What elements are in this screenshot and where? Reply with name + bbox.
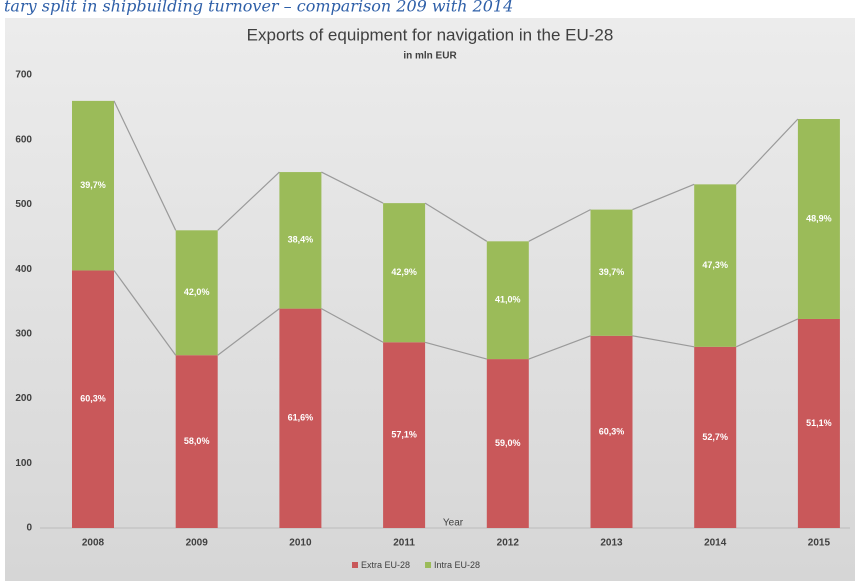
connector-line	[528, 335, 591, 360]
y-tick-label: 300	[15, 328, 32, 339]
connector-line	[113, 100, 177, 231]
share-label: 51,1%	[806, 418, 832, 428]
share-label: 42,9%	[391, 267, 417, 277]
x-tick-label: 2012	[497, 538, 520, 549]
y-tick-label: 100	[15, 458, 32, 469]
y-tick-label: 500	[15, 199, 32, 210]
connector-line	[528, 209, 591, 242]
x-tick-label: 2015	[808, 538, 831, 549]
connector-line	[424, 202, 488, 242]
y-tick-label: 400	[15, 264, 32, 275]
legend-label: Extra EU-28	[361, 560, 410, 570]
share-label: 59,0%	[495, 438, 521, 448]
bar-segment	[486, 241, 529, 360]
connector-line	[217, 171, 280, 231]
share-label: 52,7%	[702, 432, 728, 442]
chart-subtitle: in mln EUR	[403, 51, 457, 62]
bar-segment	[797, 318, 840, 528]
connector-line	[735, 318, 799, 348]
share-label: 38,4%	[288, 235, 314, 245]
y-tick-label: 0	[26, 523, 32, 534]
share-label: 60,3%	[599, 426, 625, 436]
y-tick-label: 600	[15, 134, 32, 145]
x-tick-label: 2013	[600, 538, 623, 549]
legend-swatch	[352, 562, 358, 568]
bar-segment	[72, 270, 114, 528]
connector-line	[321, 171, 384, 204]
connector-line	[113, 270, 177, 356]
bar-segment	[694, 184, 737, 347]
share-label: 42,0%	[184, 287, 210, 297]
share-label: 47,3%	[702, 260, 728, 270]
y-tick-label: 200	[15, 393, 32, 404]
bar-segment	[175, 230, 218, 356]
share-label: 41,0%	[495, 295, 521, 305]
share-label: 39,7%	[599, 267, 625, 277]
connector-line	[632, 335, 695, 348]
share-label: 57,1%	[391, 430, 417, 440]
connector-line	[735, 118, 799, 185]
caption: tary split in shipbuilding turnover – co…	[4, 0, 513, 16]
bar-segment	[694, 346, 737, 528]
legend-label: Intra EU-28	[434, 560, 480, 570]
connector-line	[632, 183, 695, 211]
y-tick-label: 700	[15, 70, 32, 81]
x-tick-label: 2014	[704, 538, 727, 549]
bar-segment	[72, 100, 114, 271]
x-tick-label: 2009	[186, 538, 209, 549]
chart-title: Exports of equipment for navigation in t…	[247, 25, 614, 44]
x-axis-label: Year	[443, 518, 464, 529]
bar-segment	[383, 342, 426, 528]
bar-segment	[279, 172, 322, 309]
share-label: 58,0%	[184, 436, 210, 446]
x-tick-label: 2008	[82, 538, 105, 549]
bar-segment	[279, 308, 322, 528]
bar-segment	[797, 119, 840, 319]
connector-line	[217, 308, 280, 356]
connector-line	[321, 308, 384, 343]
legend-swatch	[425, 562, 432, 568]
bar-segment	[590, 209, 633, 336]
x-tick-label: 2011	[393, 538, 415, 549]
share-label: 39,7%	[80, 180, 106, 190]
share-label: 61,6%	[288, 413, 314, 423]
share-label: 60,3%	[80, 394, 106, 404]
bar-segment	[486, 359, 529, 528]
connector-line	[424, 341, 487, 360]
x-tick-label: 2010	[289, 538, 312, 549]
bar-segment	[383, 203, 426, 343]
bar-segment	[590, 335, 633, 528]
share-label: 48,9%	[806, 213, 832, 223]
bar-segment	[175, 355, 218, 528]
